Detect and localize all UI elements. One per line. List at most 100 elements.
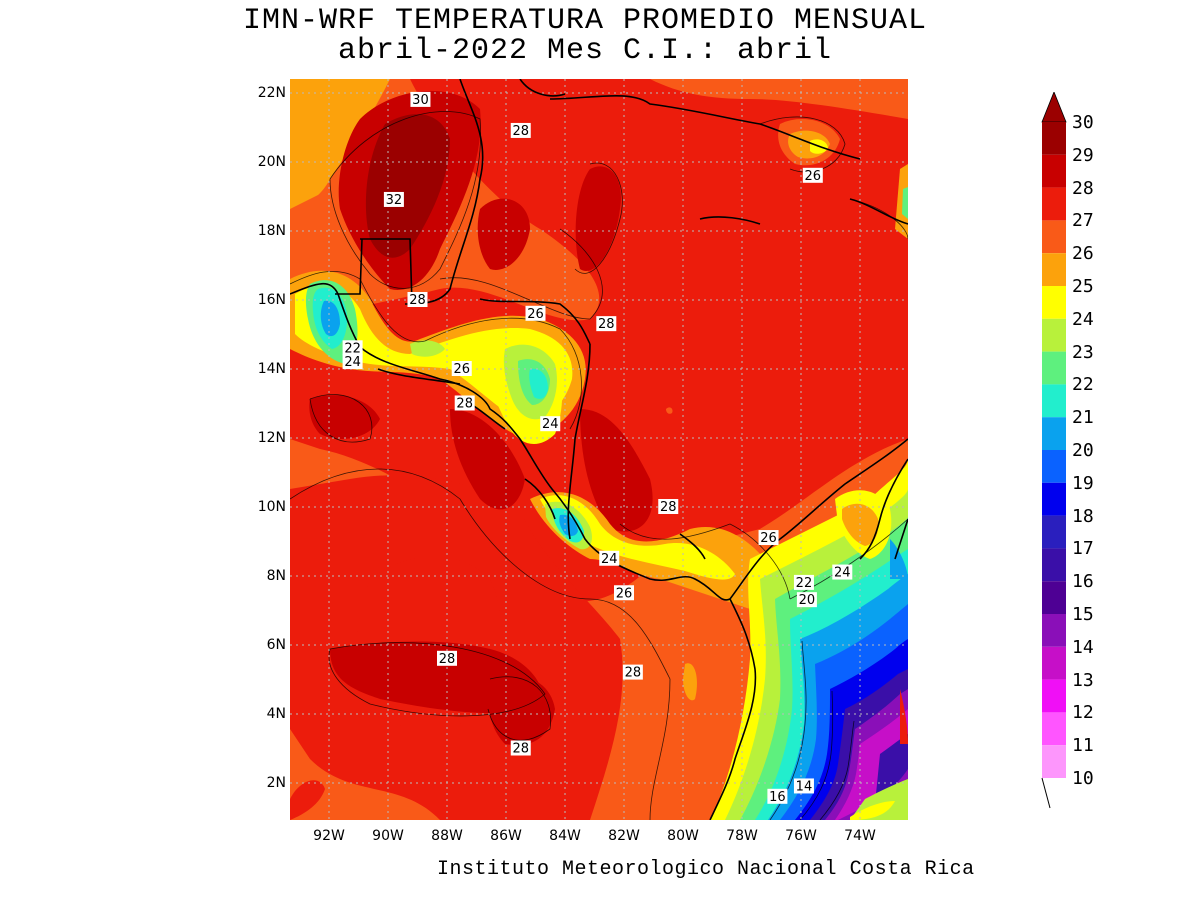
colorbar-label: 12 [1072,702,1094,724]
lat-label: 14N [257,361,286,377]
colorbar-label: 24 [1072,308,1094,330]
colorbar-arrow [1041,92,1067,123]
contour-label: 28 [598,317,615,332]
colorbar-label: 16 [1072,571,1094,593]
colorbar-swatch [1042,122,1066,155]
colorbar-swatch [1042,187,1066,221]
contour-label: 14 [796,779,813,794]
contour-label: 26 [805,169,822,184]
colorbar [1041,92,1067,809]
contour-label-box [342,354,363,370]
contour-label: 20 [799,593,816,608]
colorbar-swatch [1042,614,1066,647]
colorbar-label: 27 [1072,210,1094,232]
colorbar-label: 28 [1072,177,1094,199]
lat-label: 6N [266,637,286,653]
temperature-map: 30 28 32 26 28 26 28 22 24 26 28 24 28 26 24 26 22 24 20 28… [290,79,908,820]
colorbar-label: 26 [1072,243,1094,265]
lat-label: 12N [257,430,286,446]
colorbar-label: 13 [1072,669,1094,691]
lon-label: 88W [431,828,463,844]
graticule [290,79,908,820]
contour-label-box [510,122,531,138]
contour-label-box [383,191,404,207]
contour-label: 28 [512,742,529,757]
colorbar-label: 29 [1072,144,1094,166]
contour-label-box [658,499,679,514]
contour-label: 24 [542,417,559,432]
colorbar-swatch [1042,679,1066,713]
colorbar-label: 20 [1072,440,1094,461]
colorbar-swatch [1042,482,1066,516]
contour-label: 26 [527,307,544,322]
contour-label-box [614,585,634,601]
colorbar-label: 21 [1072,407,1094,429]
contour-label-box [510,740,531,756]
contour-label-box [622,664,643,680]
contour-label: 16 [769,790,786,805]
lat-label: 4N [266,706,286,722]
contour-label: 28 [512,124,529,139]
contour-lines [290,111,908,820]
contour-label: 24 [601,552,618,567]
lon-label: 78W [726,828,758,844]
contour-label: 24 [344,355,361,370]
contour-label: 28 [625,666,642,681]
contour-label-box [832,564,853,580]
colorbar-swatch [1042,253,1066,286]
colorbar-label: 10 [1072,768,1094,789]
contour-label-box [596,316,617,332]
credit-text: Instituto Meteorologico Nacional Costa R… [437,858,975,881]
colorbar-label: 22 [1072,374,1094,396]
colorbar-swatch [1042,384,1066,418]
lon-label: 76W [785,828,817,844]
contour-label-box [793,574,814,590]
colorbar-swatch [1042,450,1066,483]
lat-label: 10N [257,499,286,515]
colorbar-swatch [1042,286,1066,319]
colorbar-label: 23 [1072,341,1094,363]
map-subtitle: abril-2022 Mes C.I.: abril [337,34,833,68]
colorbar-swatch [1042,581,1066,614]
contour-label-box [525,305,546,321]
lat-label: 18N [257,223,286,239]
contour-label: 28 [456,397,473,412]
lon-label: 92W [313,828,345,844]
contour-label-box [342,340,363,356]
colorbar-label: 18 [1072,505,1094,527]
contour-label-box [407,292,428,307]
colorbar-swatch [1042,154,1066,188]
map-title: IMN-WRF TEMPERATURA PROMEDIO MENSUAL [242,4,928,38]
colorbar-swatch [1042,220,1066,254]
contour-label: 28 [409,293,426,308]
lat-label: 16N [257,292,286,308]
colorbar-label: 30 [1072,112,1094,133]
contour-label-box [454,395,475,411]
contour-label: 28 [660,500,677,515]
colorbar-label: 25 [1072,276,1094,297]
lat-label: 22N [257,85,286,101]
lon-label: 86W [490,828,522,844]
lat-label: 8N [266,568,286,584]
contour-label-box [767,788,788,804]
contour-label: 30 [412,93,429,108]
temperature-fields [290,79,908,820]
lon-label: 80W [667,828,699,844]
contour-label: 26 [453,362,470,377]
colorbar-label: 14 [1072,636,1094,658]
contour-label: 28 [439,652,456,667]
contour-label-box [599,550,620,566]
contour-label: 32 [386,193,403,208]
lon-label: 74W [844,828,876,844]
colorbar-swatch [1042,318,1066,352]
contour-label-box [793,778,814,794]
colorbar-swatch [1042,548,1066,582]
colorbar-swatch [1042,745,1066,778]
lon-label: 84W [549,828,581,844]
lat-label: 20N [257,154,286,170]
colorbar-label: 11 [1072,735,1094,757]
colorbar-label: 15 [1072,604,1094,625]
contour-label: 24 [834,566,851,581]
colorbar-swatch [1042,417,1066,450]
colorbar-swatch [1042,515,1066,549]
